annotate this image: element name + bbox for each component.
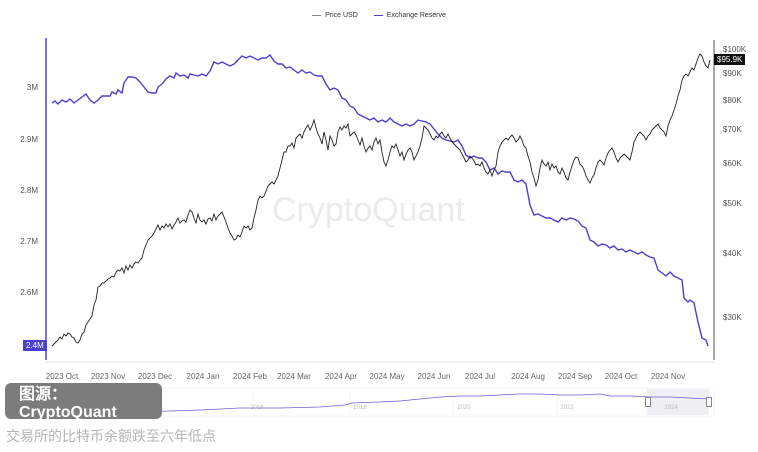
left-axis-tick: 2.6M xyxy=(20,288,38,297)
x-axis-tick: 2024 Oct xyxy=(604,372,638,381)
left-axis-tick: 2.8M xyxy=(20,186,38,195)
exchange-reserve-line xyxy=(51,53,709,347)
x-axis-tick: 2023 Nov xyxy=(90,372,126,381)
x-axis-tick: 2024 Sep xyxy=(557,372,593,381)
x-axis-tick: 2024 Apr xyxy=(324,372,358,381)
left-axis-tick: 3M xyxy=(26,83,38,92)
navigator-year-label: 2016 xyxy=(250,405,264,411)
x-axis-tick: 2024 Jun xyxy=(417,372,451,381)
navigator-right-handle[interactable] xyxy=(706,397,712,407)
figure-caption: 交易所的比特币余额跌至六年低点 xyxy=(6,428,216,444)
left-axis-tick: 2.7M xyxy=(20,237,38,246)
price-line-swatch-icon xyxy=(312,14,322,17)
left-axis-tick: 2.9M xyxy=(20,135,38,144)
navigator-year-label: 2018 xyxy=(353,405,367,411)
right-axis-tick: $40K xyxy=(723,249,742,258)
navigator-left-handle[interactable] xyxy=(645,397,651,407)
x-axis-tick: 2024 Aug xyxy=(511,372,545,381)
x-axis-tick: 2024 Mar xyxy=(277,372,311,381)
right-axis-tick: $90K xyxy=(723,69,742,78)
x-axis-tick: 2024 Jan xyxy=(186,372,220,381)
x-axis-tick: 2024 Feb xyxy=(233,372,267,381)
x-axis-tick: 2023 Oct xyxy=(45,372,79,381)
right-axis-tick: $100K xyxy=(723,45,747,54)
chart-legend: Price USD Exchange Reserve xyxy=(0,12,758,19)
navigator-selected-range xyxy=(647,389,709,415)
legend-label-reserve: Exchange Reserve xyxy=(386,12,446,19)
watermark: CryptoQuant xyxy=(272,191,465,229)
navigator-year-label: 2022 xyxy=(560,405,574,411)
legend-item-reserve[interactable]: Exchange Reserve xyxy=(373,12,446,19)
right-axis-tick: $30K xyxy=(723,313,742,322)
x-axis-tick: 2023 Dec xyxy=(137,372,173,381)
price-usd-line xyxy=(51,53,711,347)
x-axis-tick: 2024 Nov xyxy=(650,372,686,381)
x-axis-tick: 2024 May xyxy=(369,372,405,381)
legend-item-price[interactable]: Price USD xyxy=(312,12,358,19)
reserve-line-swatch-icon xyxy=(373,14,383,17)
right-axis-tick: $60K xyxy=(723,159,742,168)
right-axis-tick: $80K xyxy=(723,96,742,105)
price-current-value-badge: $95.9K xyxy=(714,54,746,65)
right-axis-tick: $50K xyxy=(723,199,742,208)
navigator-year-label: 2024 xyxy=(664,405,678,411)
legend-label-price: Price USD xyxy=(325,12,358,19)
navigator-year-label: 2020 xyxy=(457,405,471,411)
right-axis-tick: $70K xyxy=(723,125,742,134)
x-axis-tick: 2024 Jul xyxy=(464,372,496,381)
reserve-current-value-badge: 2.4M xyxy=(23,340,47,351)
source-badge: 图源：CryptoQuant xyxy=(5,383,162,421)
